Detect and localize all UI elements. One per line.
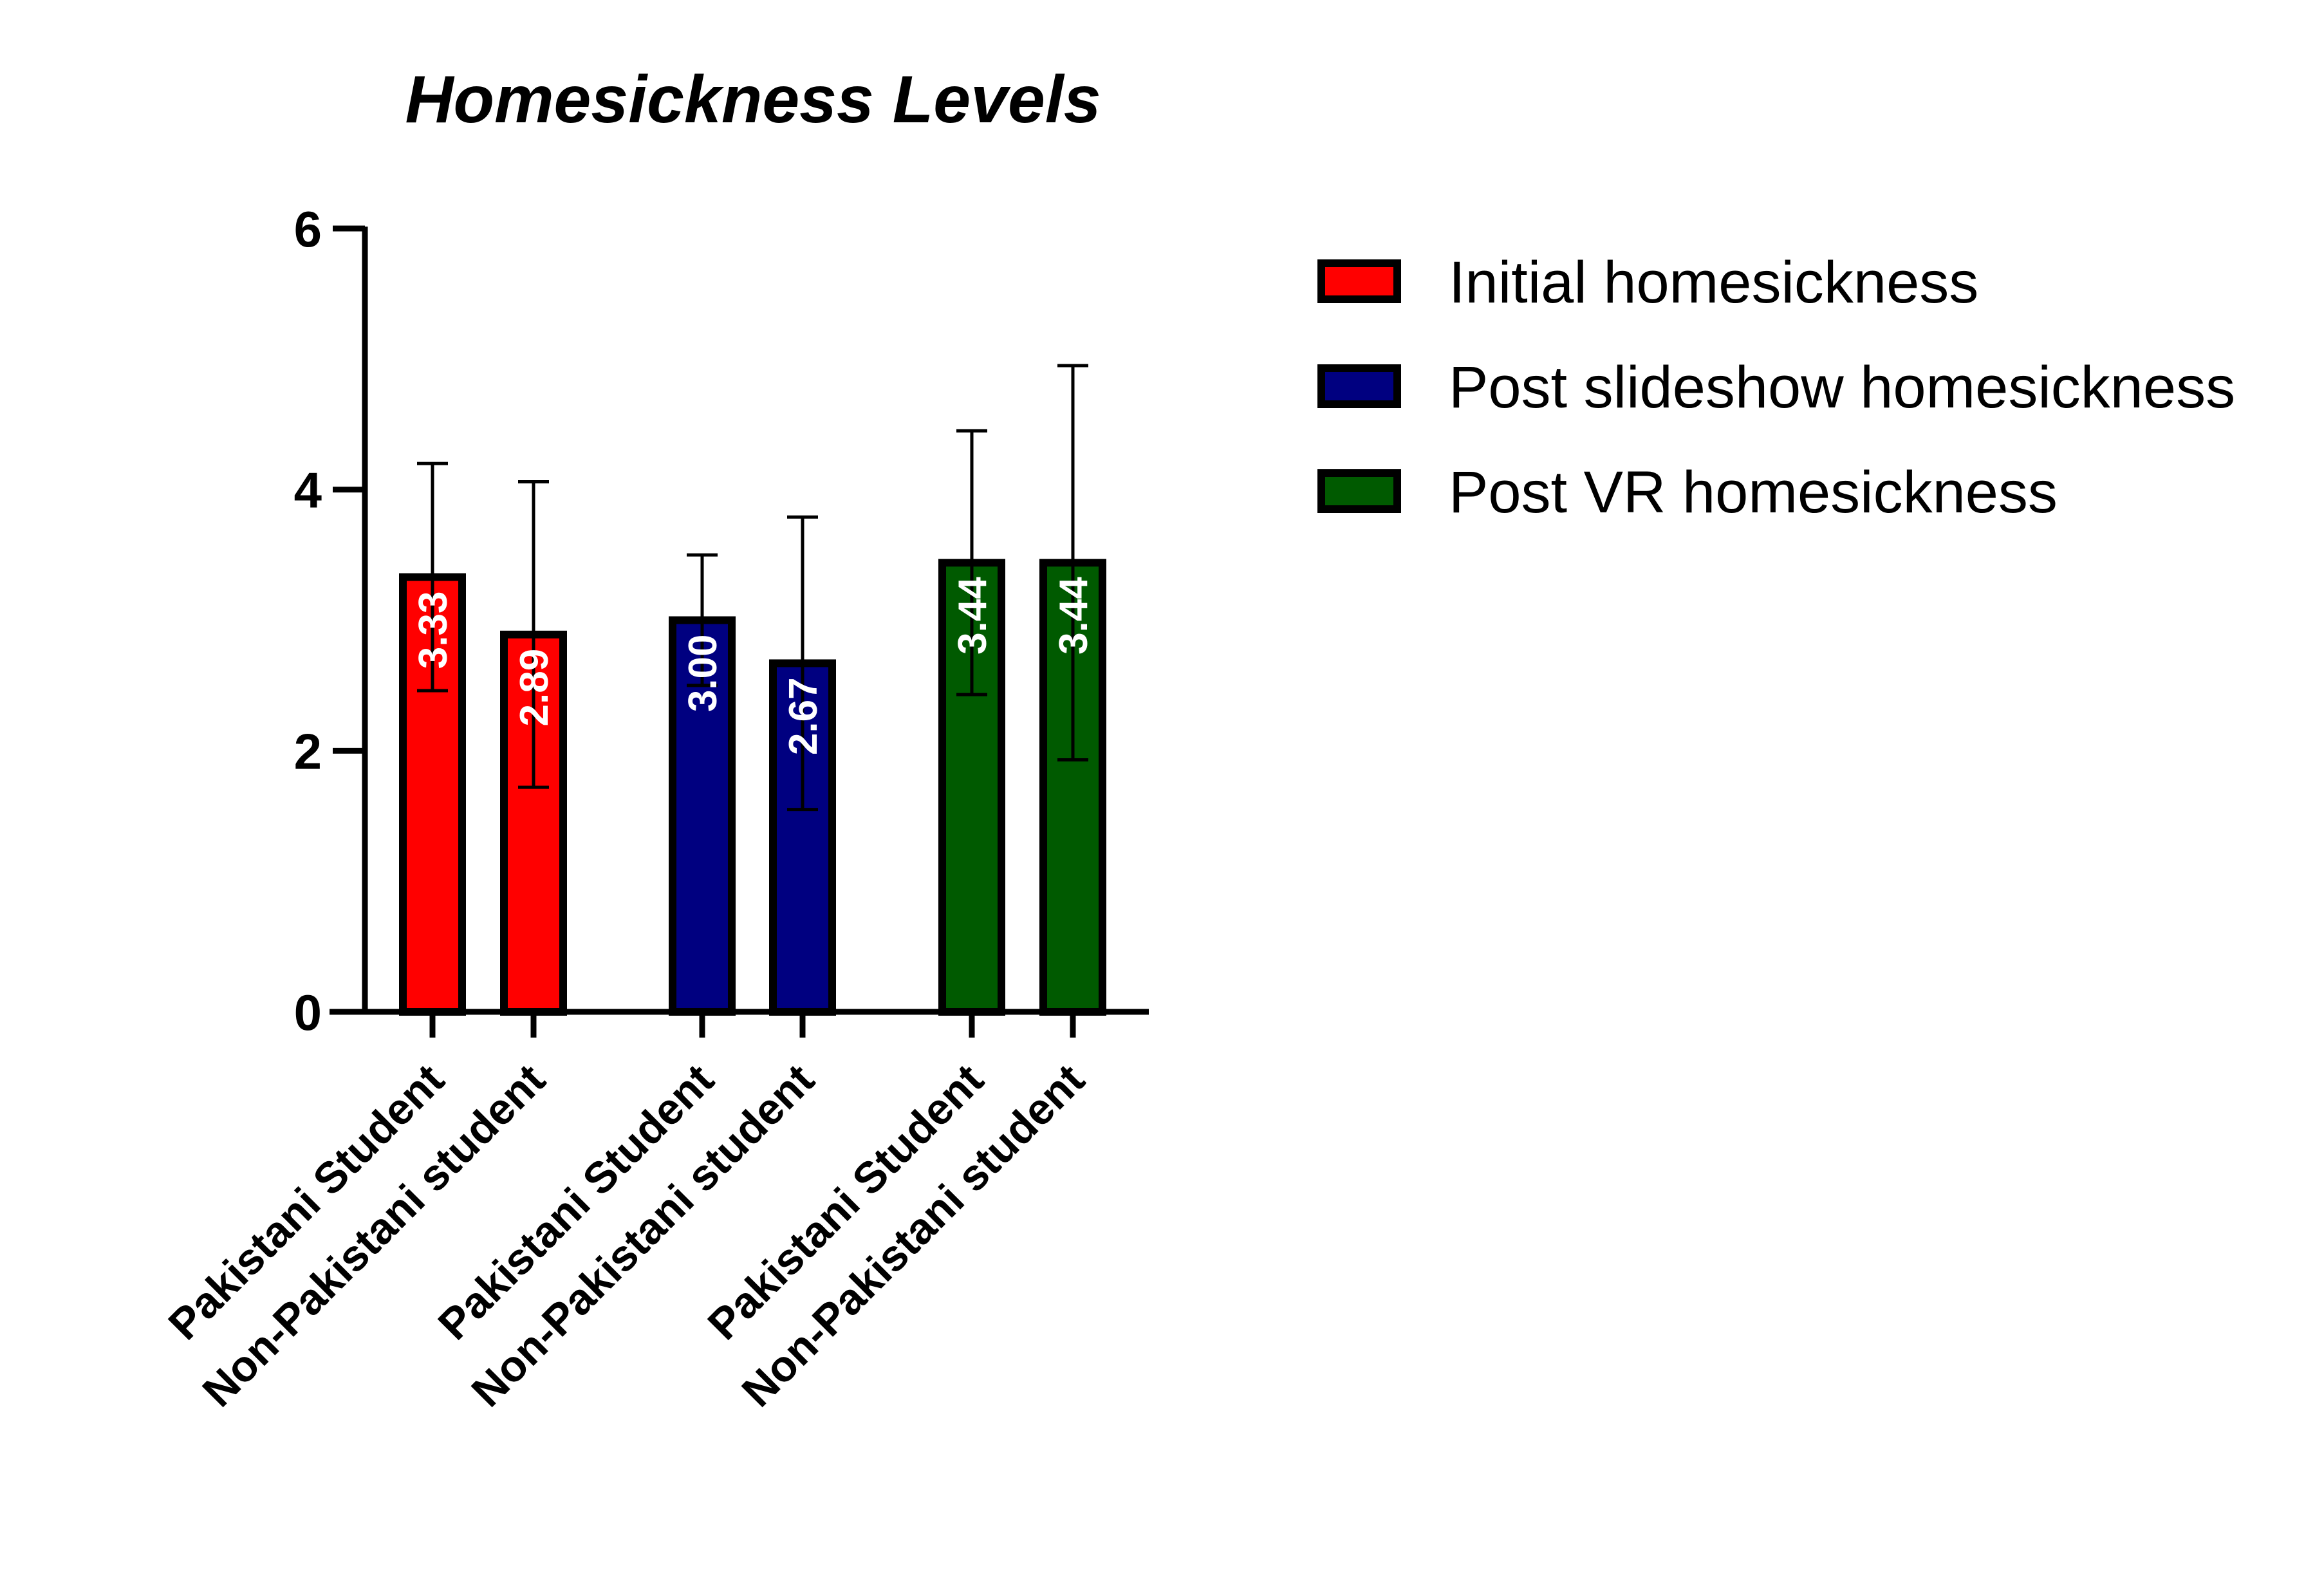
- bar-value-label: 3.44: [951, 577, 995, 655]
- axes: 0 2 4 6: [294, 201, 1149, 1041]
- bar-value-label: 3.33: [411, 592, 456, 669]
- legend-label: Initial homesickness: [1449, 250, 1978, 315]
- y-tick-label: 2: [294, 723, 322, 779]
- legend-label: Post slideshow homesickness: [1449, 355, 2235, 420]
- bars-group: 3.33 2.89 3.00 2.67 3.44 3.44: [399, 364, 1106, 1016]
- bar-value-label: 3.44: [1052, 577, 1096, 655]
- bar-value-label: 3.00: [681, 635, 725, 713]
- legend-swatch: [1317, 259, 1401, 303]
- bar-value-label: 2.89: [512, 649, 557, 727]
- y-tick-label: 0: [294, 984, 322, 1041]
- legend-swatch: [1317, 364, 1401, 408]
- y-tick-label: 4: [294, 462, 322, 519]
- legend: Initial homesickness Post slideshow homes…: [1317, 250, 2235, 525]
- bar-value-label: 2.67: [781, 677, 826, 755]
- legend-swatch: [1317, 469, 1401, 513]
- chart-title: Homesickness Levels: [405, 62, 1101, 137]
- y-tick-label: 6: [294, 201, 322, 257]
- legend-label: Post VR homesickness: [1449, 460, 2058, 525]
